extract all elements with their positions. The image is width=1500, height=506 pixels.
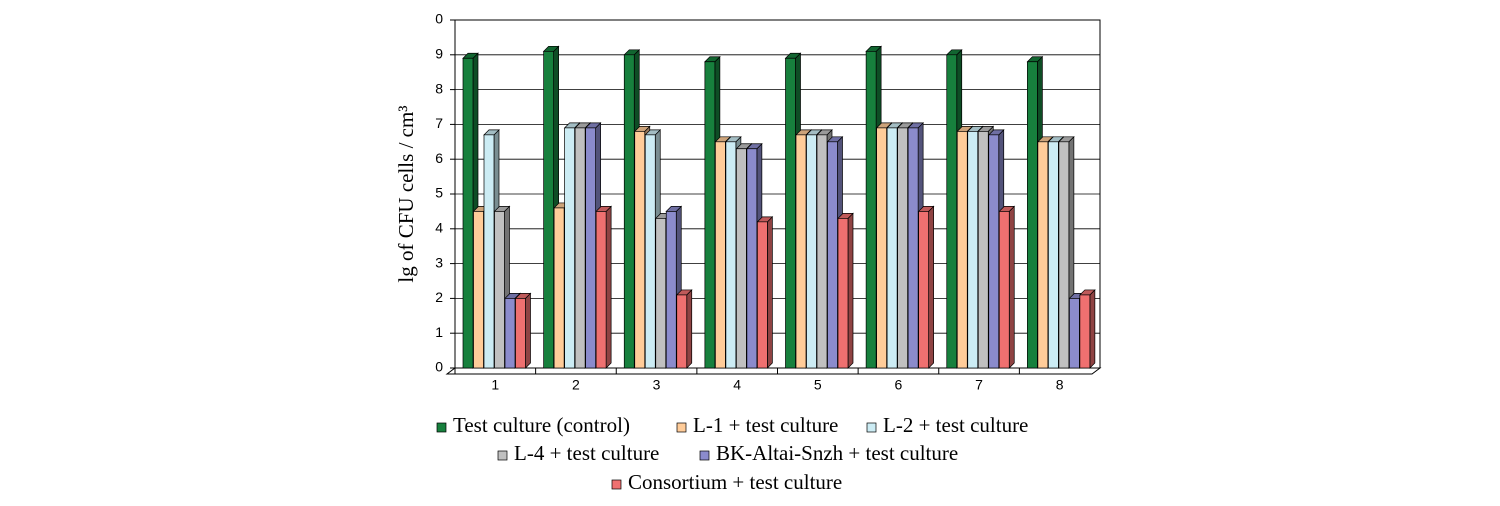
y-tick-label: 5 bbox=[435, 185, 443, 201]
bar bbox=[967, 131, 979, 369]
legend-swatch bbox=[436, 422, 447, 433]
bar-side bbox=[686, 289, 693, 369]
bar-side bbox=[847, 212, 854, 369]
bar bbox=[623, 54, 635, 369]
bar bbox=[988, 134, 1000, 369]
bar bbox=[585, 127, 596, 369]
bar bbox=[795, 134, 807, 369]
x-tick-label: 3 bbox=[653, 377, 661, 393]
bar bbox=[644, 134, 656, 369]
bar bbox=[865, 50, 877, 369]
bar-side bbox=[767, 215, 773, 369]
legend-label: L-1 + test culture bbox=[693, 413, 838, 437]
legend-label: Test culture (control) bbox=[453, 413, 630, 437]
bar bbox=[907, 127, 919, 369]
bar bbox=[483, 134, 495, 369]
bar bbox=[704, 61, 716, 369]
bar bbox=[806, 134, 817, 369]
x-tick-label: 2 bbox=[572, 377, 580, 393]
bar bbox=[977, 131, 989, 369]
bar-side bbox=[605, 205, 612, 369]
bar bbox=[1037, 141, 1049, 369]
legend-swatch bbox=[699, 450, 710, 461]
bar bbox=[816, 134, 828, 369]
bar bbox=[946, 54, 958, 369]
bar bbox=[998, 211, 1010, 369]
bar bbox=[574, 127, 586, 369]
bar bbox=[665, 211, 677, 369]
bar bbox=[1048, 141, 1059, 369]
y-tick-label: 1 bbox=[435, 324, 443, 340]
bar bbox=[1069, 298, 1080, 369]
bar bbox=[504, 298, 516, 369]
x-tick-label: 5 bbox=[814, 377, 822, 393]
bar bbox=[785, 57, 796, 369]
legend-label: Consortium + test culture bbox=[628, 470, 842, 494]
bar bbox=[725, 141, 737, 369]
bar bbox=[1027, 61, 1038, 369]
bar bbox=[473, 211, 484, 369]
y-tick-label: 8 bbox=[435, 80, 443, 96]
y-tick-label: 0 bbox=[435, 359, 443, 375]
bar bbox=[515, 298, 526, 369]
bar bbox=[918, 211, 929, 369]
bar bbox=[746, 148, 758, 369]
bar bbox=[564, 127, 575, 369]
bar bbox=[462, 57, 474, 369]
x-tick-label: 1 bbox=[491, 377, 499, 393]
bar bbox=[897, 127, 908, 369]
bar bbox=[837, 218, 849, 369]
bar bbox=[494, 211, 505, 369]
y-tick-label: 3 bbox=[435, 254, 443, 270]
bar bbox=[876, 127, 887, 369]
bar bbox=[655, 218, 667, 369]
legend-label: L-4 + test culture bbox=[514, 441, 659, 465]
bar bbox=[956, 131, 968, 369]
floor bbox=[445, 367, 1102, 375]
legend-swatch bbox=[611, 479, 622, 490]
y-tick-label: 4 bbox=[435, 220, 443, 236]
y-tick-label: 7 bbox=[435, 115, 443, 131]
legend-label: BK-Altai-Snzh + test culture bbox=[716, 441, 958, 465]
bar-side bbox=[1008, 205, 1015, 369]
legend-swatch bbox=[676, 422, 687, 433]
bar bbox=[736, 148, 747, 369]
legend-label: L-2 + test culture bbox=[883, 413, 1028, 437]
x-tick-label: 8 bbox=[1056, 377, 1064, 393]
bar bbox=[1079, 294, 1091, 369]
bar-side bbox=[525, 292, 531, 369]
x-tick-label: 4 bbox=[733, 377, 741, 393]
bar bbox=[543, 50, 554, 369]
x-tick-label: 7 bbox=[975, 377, 983, 393]
bar bbox=[827, 141, 838, 369]
legend-swatch bbox=[497, 450, 508, 461]
bar bbox=[757, 221, 768, 369]
bar bbox=[676, 294, 688, 369]
y-axis-title: lg of CFU cells / cm³ bbox=[394, 105, 418, 282]
bar-side bbox=[1089, 289, 1096, 369]
bar bbox=[1058, 141, 1070, 369]
bar bbox=[553, 207, 565, 369]
y-tick-label: 6 bbox=[435, 150, 443, 166]
bar bbox=[886, 127, 898, 369]
y-tick-label: 0 bbox=[435, 11, 443, 27]
y-tick-label: 2 bbox=[435, 289, 443, 305]
bar bbox=[634, 131, 646, 369]
legend-swatch bbox=[866, 422, 877, 433]
bar-side bbox=[928, 205, 934, 369]
bar bbox=[595, 211, 607, 369]
bar bbox=[715, 141, 726, 369]
x-tick-label: 6 bbox=[895, 377, 903, 393]
y-tick-label: 9 bbox=[435, 46, 443, 62]
